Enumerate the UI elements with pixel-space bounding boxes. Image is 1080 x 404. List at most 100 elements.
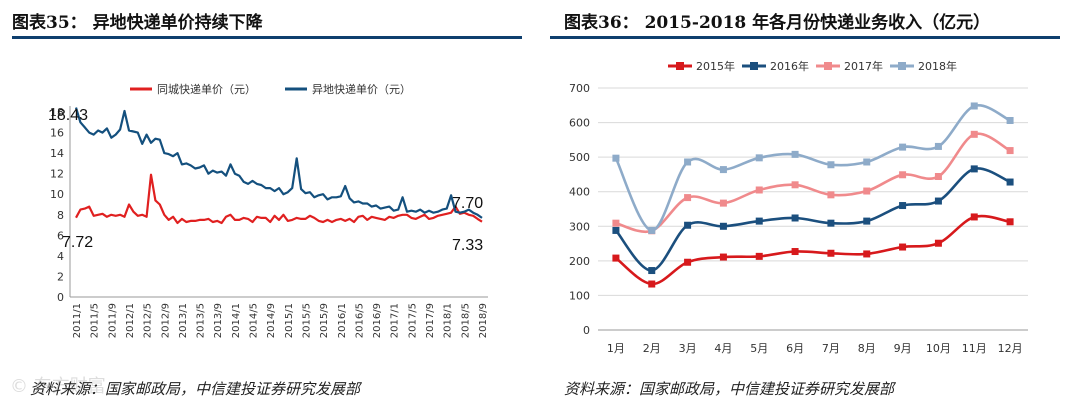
x-tick-label: 2016/5 xyxy=(354,303,365,338)
x-tick-label: 2011/5 xyxy=(90,303,101,338)
x-tick-label: 2017/5 xyxy=(407,303,418,338)
x-tick-label: 2018/5 xyxy=(460,303,471,338)
data-point-2016年 xyxy=(791,214,799,222)
data-point-2016年 xyxy=(719,222,727,230)
x-tick-label: 1月 xyxy=(607,342,625,355)
x-tick-label: 2015/1 xyxy=(284,303,295,338)
data-point-2016年 xyxy=(612,226,620,234)
data-point-2016年 xyxy=(684,221,692,229)
data-point-2018年 xyxy=(684,158,692,166)
data-point-2017年 xyxy=(827,191,835,199)
data-point-2017年 xyxy=(719,199,727,207)
x-tick-label: 2013/1 xyxy=(178,303,189,338)
legend-marker-2017年 xyxy=(824,62,832,70)
x-tick-label: 2013/9 xyxy=(213,303,224,338)
legend-marker-2016年 xyxy=(750,62,758,70)
data-point-2015年 xyxy=(612,254,620,262)
y-tick-label: 400 xyxy=(569,186,590,199)
x-tick-label: 2月 xyxy=(643,342,661,355)
x-tick-label: 2015/5 xyxy=(301,303,312,338)
right-line-chart: 2015年 2016年 2017年 2018年 0 100 200 300 400 500 600 7… xyxy=(569,59,1028,355)
data-point-2017年 xyxy=(755,186,763,194)
legend-label-2018年: 2018年 xyxy=(918,59,957,73)
x-tick-label: 2012/1 xyxy=(125,303,136,338)
x-tick-label: 2011/9 xyxy=(107,303,118,338)
y-tick-label: 700 xyxy=(569,82,590,95)
data-point-2015年 xyxy=(899,243,907,251)
x-tick-label: 12月 xyxy=(998,342,1023,355)
y-tick-label: 500 xyxy=(569,151,590,164)
data-point-2016年 xyxy=(827,219,835,227)
data-point-2017年 xyxy=(934,173,942,181)
data-point-2015年 xyxy=(934,239,942,247)
legend-label-local: 同城快递单价（元） xyxy=(157,82,256,96)
data-point-2017年 xyxy=(899,171,907,179)
data-point-2016年 xyxy=(934,197,942,205)
x-tick-label: 2015/9 xyxy=(319,303,330,338)
data-point-2018年 xyxy=(612,154,620,162)
y-tick-label: 6 xyxy=(57,229,64,242)
legend-label-2016年: 2016年 xyxy=(770,59,809,73)
left-chart-panel: 图表35： 异地快递单价持续下降 同城快递单价（元） 异地快递单价（元） 0 2 4 6 8… xyxy=(0,0,530,404)
annotation-start-local: 7.72 xyxy=(62,234,93,251)
x-tick-label: 7月 xyxy=(822,342,840,355)
y-tick-label: 600 xyxy=(569,117,590,130)
data-point-2015年 xyxy=(970,213,978,221)
x-tick-label: 2017/1 xyxy=(390,303,401,338)
x-tick-label: 2014/5 xyxy=(249,303,260,338)
data-point-2015年 xyxy=(684,258,692,266)
data-point-2018年 xyxy=(970,102,978,110)
x-tick-label: 2016/1 xyxy=(337,303,348,338)
legend-label-2017年: 2017年 xyxy=(844,59,883,73)
data-point-2018年 xyxy=(899,143,907,151)
data-point-2018年 xyxy=(755,154,763,162)
x-tick-label: 10月 xyxy=(926,342,951,355)
series-line-local xyxy=(75,173,483,225)
x-tick-label: 6月 xyxy=(786,342,804,355)
y-tick-label: 18 xyxy=(50,106,64,119)
data-point-2016年 xyxy=(755,217,763,225)
x-tick-label: 4月 xyxy=(714,342,732,355)
data-point-2017年 xyxy=(1006,147,1014,155)
data-point-2018年 xyxy=(827,161,835,169)
data-point-2017年 xyxy=(863,187,871,195)
data-point-2016年 xyxy=(1006,178,1014,186)
y-tick-label: 0 xyxy=(583,324,590,337)
right-source-note: 资料来源：国家邮政局，中信建投证券研究发展部 xyxy=(564,380,895,398)
y-tick-label: 16 xyxy=(50,127,64,140)
data-point-2015年 xyxy=(648,280,656,288)
left-title-rule xyxy=(12,36,522,39)
data-point-2016年 xyxy=(863,217,871,225)
x-tick-label: 2011/1 xyxy=(72,303,83,338)
y-tick-label: 12 xyxy=(50,168,64,181)
x-tick-label: 3月 xyxy=(679,342,697,355)
right-title-rule xyxy=(550,36,1060,39)
series-line-2018年 xyxy=(614,104,1011,232)
data-point-2018年 xyxy=(719,166,727,174)
data-point-2015年 xyxy=(827,249,835,257)
x-tick-label: 2013/5 xyxy=(196,303,207,338)
y-tick-label: 100 xyxy=(569,289,590,302)
y-tick-label: 4 xyxy=(57,250,64,263)
x-tick-label: 2017/9 xyxy=(425,303,436,338)
y-tick-label: 0 xyxy=(57,291,64,304)
x-tick-label: 2014/9 xyxy=(266,303,277,338)
y-tick-label: 14 xyxy=(50,147,64,160)
data-point-2017年 xyxy=(684,194,692,202)
left-line-chart: 同城快递单价（元） 异地快递单价（元） 0 2 4 6 8 10 12 14 16 18 2011/1 2… xyxy=(48,82,489,338)
x-tick-label: 2014/1 xyxy=(231,303,242,338)
x-tick-label: 2012/9 xyxy=(160,303,171,338)
data-point-2018年 xyxy=(648,226,656,234)
y-tick-label: 8 xyxy=(57,209,64,222)
legend-marker-2015年 xyxy=(676,62,684,70)
y-tick-label: 300 xyxy=(569,220,590,233)
right-chart-panel: 图表36： 2015-2018 年各月份快递业务收入（亿元） 2015年 2016… xyxy=(550,0,1080,404)
data-point-2017年 xyxy=(791,181,799,189)
data-point-2018年 xyxy=(934,142,942,150)
x-tick-label: 11月 xyxy=(962,342,987,355)
y-tick-label: 200 xyxy=(569,255,590,268)
legend-label-intercity: 异地快递单价（元） xyxy=(312,82,411,96)
data-point-2015年 xyxy=(755,252,763,260)
x-tick-label: 5月 xyxy=(750,342,768,355)
annotation-end-local: 7.33 xyxy=(452,237,483,254)
